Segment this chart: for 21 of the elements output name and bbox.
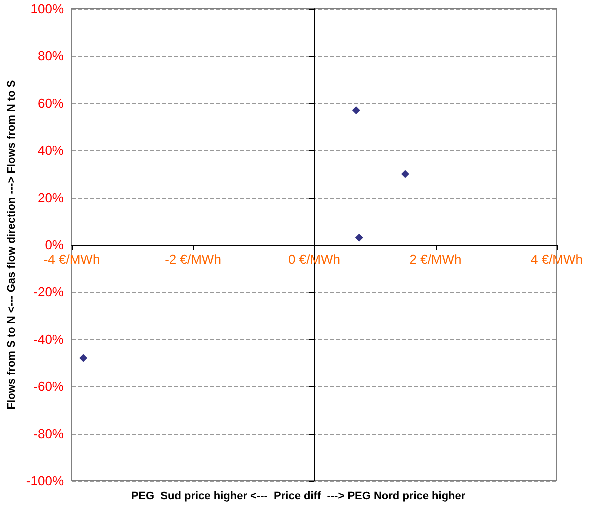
x-tick-label: -2 €/MWh: [165, 252, 222, 267]
point: [80, 354, 88, 362]
x-tick-label: -4 €/MWh: [44, 252, 100, 267]
y-tick-label: -20%: [34, 284, 64, 300]
y-tick-label: -60%: [34, 379, 64, 394]
y-tick-label: -40%: [34, 332, 64, 347]
x-tick-label: 4 €/MWh: [530, 252, 584, 267]
y-axis-title: Flows from S to N <--- Gas flow direction ---> Flows from N to S: [6, 80, 18, 410]
point: [352, 106, 360, 114]
y-tick-label: 40%: [38, 143, 64, 158]
y-tick-label: -100%: [26, 474, 64, 488]
x-tick-label: 2 €/MWh: [410, 252, 462, 267]
y-tick-label: 0%: [45, 238, 64, 252]
y-tick-label: -80%: [34, 426, 64, 442]
y-tick-label: 20%: [38, 190, 64, 206]
point: [355, 234, 364, 242]
y-tick-label: 80%: [38, 48, 64, 64]
x-axis-title: PEG Sud price higher <--- Price diff ---> PEG Nord price higher: [131, 490, 466, 502]
point: [401, 170, 410, 178]
y-tick-label: 60%: [38, 96, 64, 111]
y-tick-label: 100%: [30, 2, 64, 16]
